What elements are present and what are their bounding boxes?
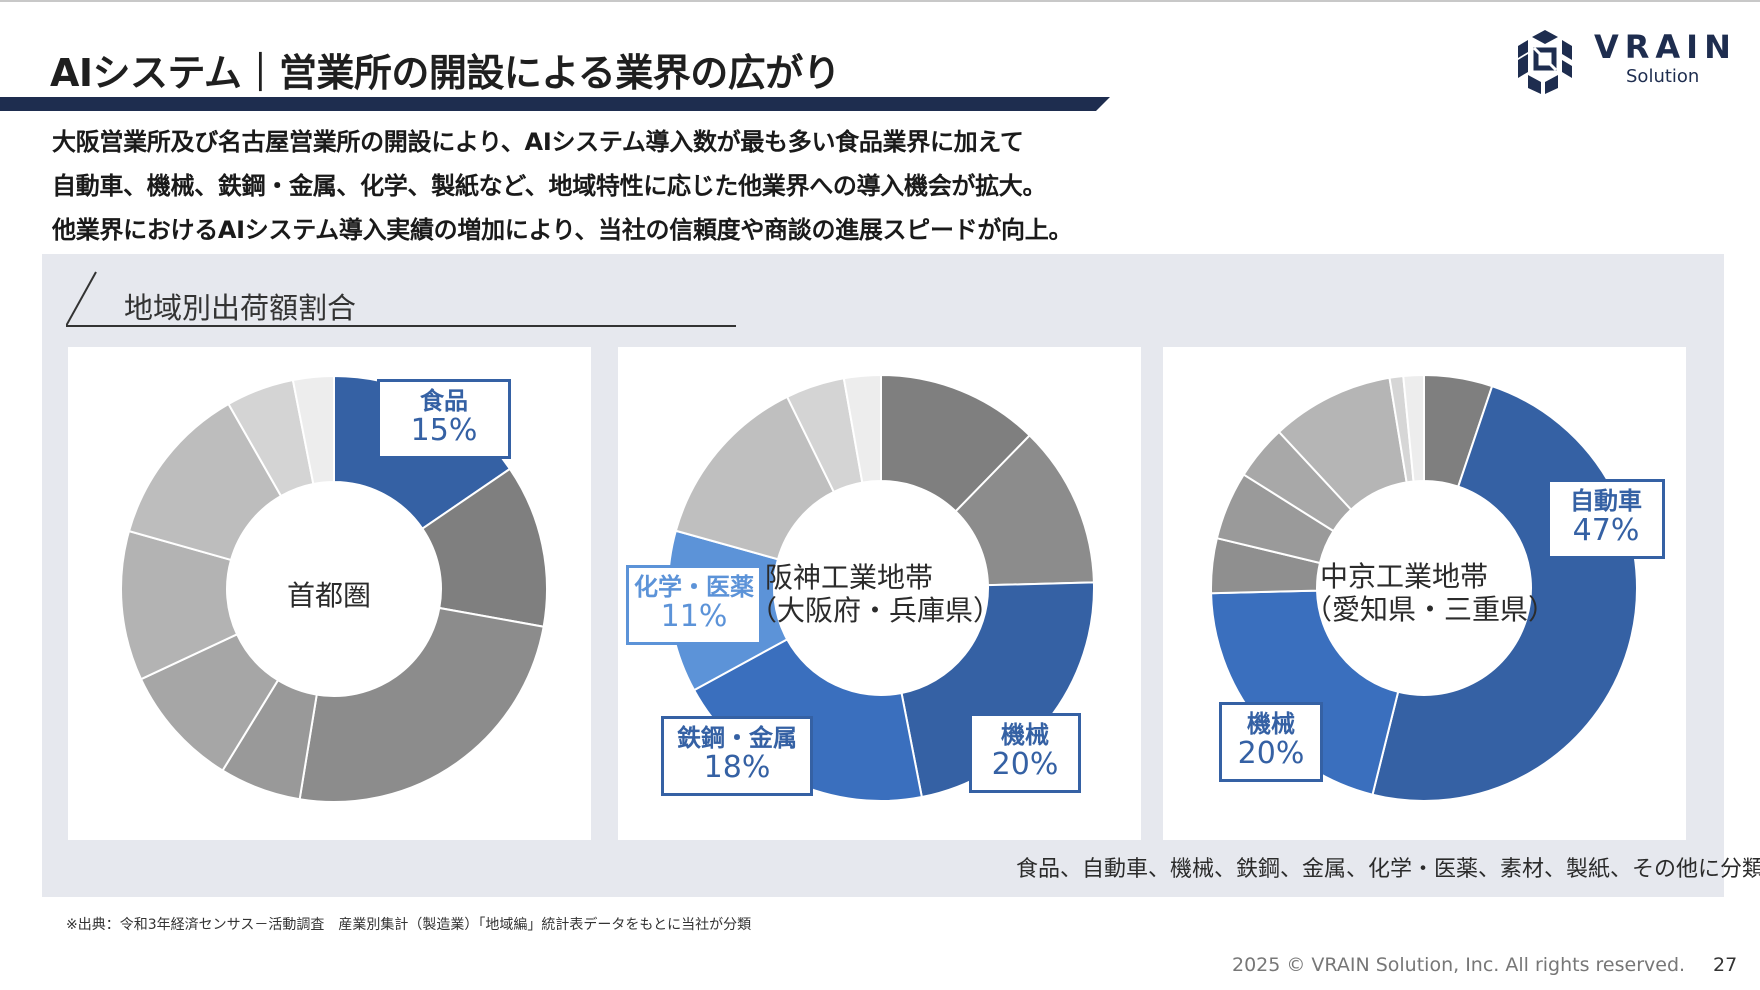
chart-card-shutoken: 首都圏 食品 15% [68, 347, 591, 840]
intro-line: 自動車、機械、鉄鋼・金属、化学、製紙など、地域特性に応じた他業界への導入機会が拡… [52, 172, 1047, 200]
slice-other [291, 374, 335, 486]
callout-automobile: 自動車 47% [1547, 479, 1665, 559]
center-label-line: （愛知県・三重県） [1304, 593, 1557, 626]
callout-food: 食品 15% [377, 379, 511, 459]
slice-other [298, 606, 545, 803]
donut-chart-shutoken [120, 374, 548, 803]
source-note: ※出典：令和3年経済センサス－活動調査 産業別集計（製造業）「地域編」統計表デー… [66, 917, 752, 933]
callout-machinery: 機械 20% [1219, 702, 1323, 782]
callout-value: 47% [1572, 513, 1640, 548]
center-label-line: 中京工業地帯 [1319, 560, 1488, 593]
callout-value: 11% [660, 599, 728, 634]
section-title: 地域別出荷額割合 [124, 291, 357, 325]
callout-machinery: 機械 20% [969, 713, 1081, 793]
center-label-line: 阪神工業地帯 [764, 561, 933, 594]
section-heading-rule [66, 271, 736, 327]
copyright: 2025 © VRAIN Solution, Inc. All rights r… [1232, 954, 1686, 976]
classification-note: 食品、自動車、機械、鉄鋼、金属、化学・医薬、素材、製紙、その他に分類 [1016, 857, 1760, 882]
callout-label: 機械 [1247, 710, 1295, 738]
page-number: 27 [1713, 954, 1738, 976]
chart-center-label: 首都圏 [286, 579, 371, 612]
chart-center-label: 中京工業地帯 （愛知県・三重県） [1304, 560, 1557, 626]
chart-card-chukyo: 中京工業地帯 （愛知県・三重県） 自動車 47% 機械 20% [1163, 347, 1686, 840]
callout-chemical: 化学・医薬 11% [626, 565, 762, 645]
center-label-line: （大阪府・兵庫県） [749, 594, 1002, 627]
top-rule [0, 0, 1760, 2]
intro-line: 大阪営業所及び名古屋営業所の開設により、AIシステム導入数が最も多い食品業界に加… [52, 128, 1024, 156]
callout-label: 鉄鋼・金属 [677, 724, 797, 752]
callout-label: 化学・医薬 [634, 573, 754, 601]
logo-subtitle: Solution [1626, 66, 1700, 87]
callout-steel: 鉄鋼・金属 18% [661, 716, 813, 796]
page-title: AIシステム｜営業所の開設による業界の広がり [50, 51, 841, 95]
brand-logo: VRAIN Solution [1510, 26, 1750, 96]
vrain-logo-icon [1518, 30, 1572, 94]
slice-other [1402, 373, 1425, 483]
callout-label: 自動車 [1570, 487, 1642, 515]
callout-label: 機械 [1001, 721, 1049, 749]
chart-center-label: 阪神工業地帯 （大阪府・兵庫県） [749, 561, 1002, 627]
callout-value: 18% [703, 750, 771, 785]
logo-wordmark: VRAIN [1594, 28, 1737, 66]
slice-other [842, 373, 882, 484]
callout-value: 20% [991, 747, 1059, 782]
callout-value: 15% [410, 413, 478, 448]
title-underline [0, 97, 1110, 111]
slice-機械 [900, 581, 1095, 799]
callout-value: 20% [1237, 736, 1305, 771]
intro-line: 他業界におけるAIシステム導入実績の増加により、当社の信頼度や商談の進展スピード… [52, 216, 1073, 244]
chart-card-hanshin: 阪神工業地帯 （大阪府・兵庫県） 化学・医薬 11% 鉄鋼・金属 18% 機械 … [618, 347, 1141, 840]
intro-text: 大阪営業所及び名古屋営業所の開設により、AIシステム導入数が最も多い食品業界に加… [52, 120, 1072, 252]
callout-label: 食品 [420, 387, 468, 415]
